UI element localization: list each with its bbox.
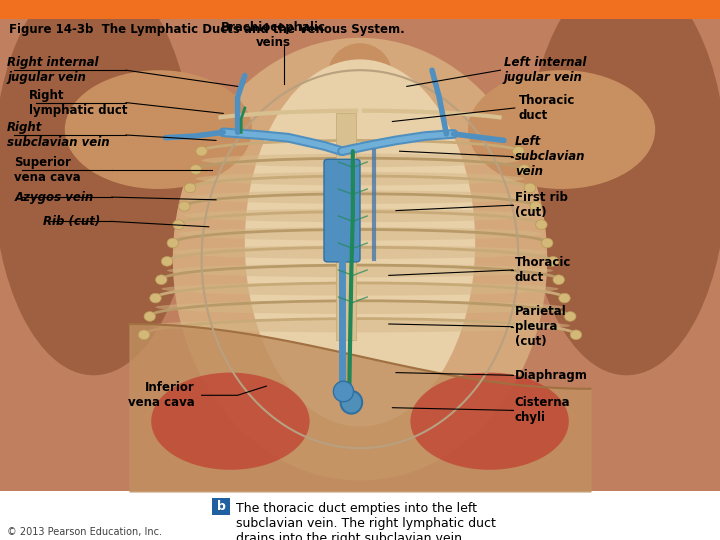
Ellipse shape [167,238,179,248]
Ellipse shape [150,319,570,332]
Ellipse shape [144,312,156,321]
Ellipse shape [553,275,564,285]
Text: Cisterna
chyli: Cisterna chyli [515,396,570,424]
Text: Thoracic
duct: Thoracic duct [515,256,571,284]
Text: b: b [217,500,226,513]
Ellipse shape [526,0,720,375]
Ellipse shape [184,209,536,222]
Ellipse shape [151,373,310,470]
Text: The thoracic duct empties into the left
subclavian vein. The right lymphatic duc: The thoracic duct empties into the left … [236,502,496,540]
Ellipse shape [138,330,150,340]
Bar [212,498,230,515]
Ellipse shape [202,153,518,167]
Text: Azygos vein: Azygos vein [14,191,94,204]
Ellipse shape [173,38,547,481]
Ellipse shape [173,245,547,259]
Ellipse shape [150,293,161,303]
Text: © 2013 Pearson Education, Inc.: © 2013 Pearson Education, Inc. [7,527,162,537]
Bar [336,113,356,340]
Ellipse shape [173,220,184,229]
Ellipse shape [179,227,541,241]
Text: Left
subclavian
vein: Left subclavian vein [515,135,585,178]
Text: Diaphragm: Diaphragm [515,369,588,382]
Ellipse shape [245,59,475,427]
Text: Right
lymphatic duct: Right lymphatic duct [29,89,127,117]
Ellipse shape [156,300,564,314]
Text: Figure 14-3b  The Lymphatic Ducts and the Venous System.: Figure 14-3b The Lymphatic Ducts and the… [9,23,405,36]
Ellipse shape [468,70,655,189]
Ellipse shape [196,146,207,156]
Ellipse shape [570,330,582,340]
Ellipse shape [179,201,190,211]
FancyBboxPatch shape [324,159,360,262]
Text: Rib (cut): Rib (cut) [43,215,101,228]
Text: Brachiocephalic
veins: Brachiocephalic veins [221,21,326,49]
Ellipse shape [530,201,541,211]
Bar [0,16,720,491]
Ellipse shape [0,0,194,375]
Ellipse shape [547,256,559,266]
Ellipse shape [190,191,530,204]
Ellipse shape [541,238,553,248]
Ellipse shape [196,172,524,185]
Ellipse shape [65,70,252,189]
Ellipse shape [513,146,524,156]
Text: Inferior
vena cava: Inferior vena cava [127,381,194,409]
Text: Thoracic
duct: Thoracic duct [518,94,575,122]
Ellipse shape [333,381,354,402]
Ellipse shape [341,391,362,414]
Ellipse shape [536,220,547,229]
Ellipse shape [161,256,173,266]
Ellipse shape [156,275,167,285]
Text: Left internal
jugular vein: Left internal jugular vein [504,56,586,84]
Text: First rib
(cut): First rib (cut) [515,191,567,219]
Ellipse shape [564,312,576,321]
Text: Parietal
pleura
(cut): Parietal pleura (cut) [515,305,567,348]
Ellipse shape [410,373,569,470]
Ellipse shape [161,282,559,296]
Ellipse shape [328,43,392,108]
Text: Right
subclavian vein: Right subclavian vein [7,121,110,149]
Ellipse shape [184,183,196,193]
Ellipse shape [167,264,553,278]
Ellipse shape [190,165,202,174]
Bar [0,0,720,19]
Ellipse shape [559,293,570,303]
Text: Right internal
jugular vein: Right internal jugular vein [7,56,99,84]
Text: Superior
vena cava: Superior vena cava [14,156,81,184]
Ellipse shape [518,165,530,174]
Ellipse shape [524,183,536,193]
